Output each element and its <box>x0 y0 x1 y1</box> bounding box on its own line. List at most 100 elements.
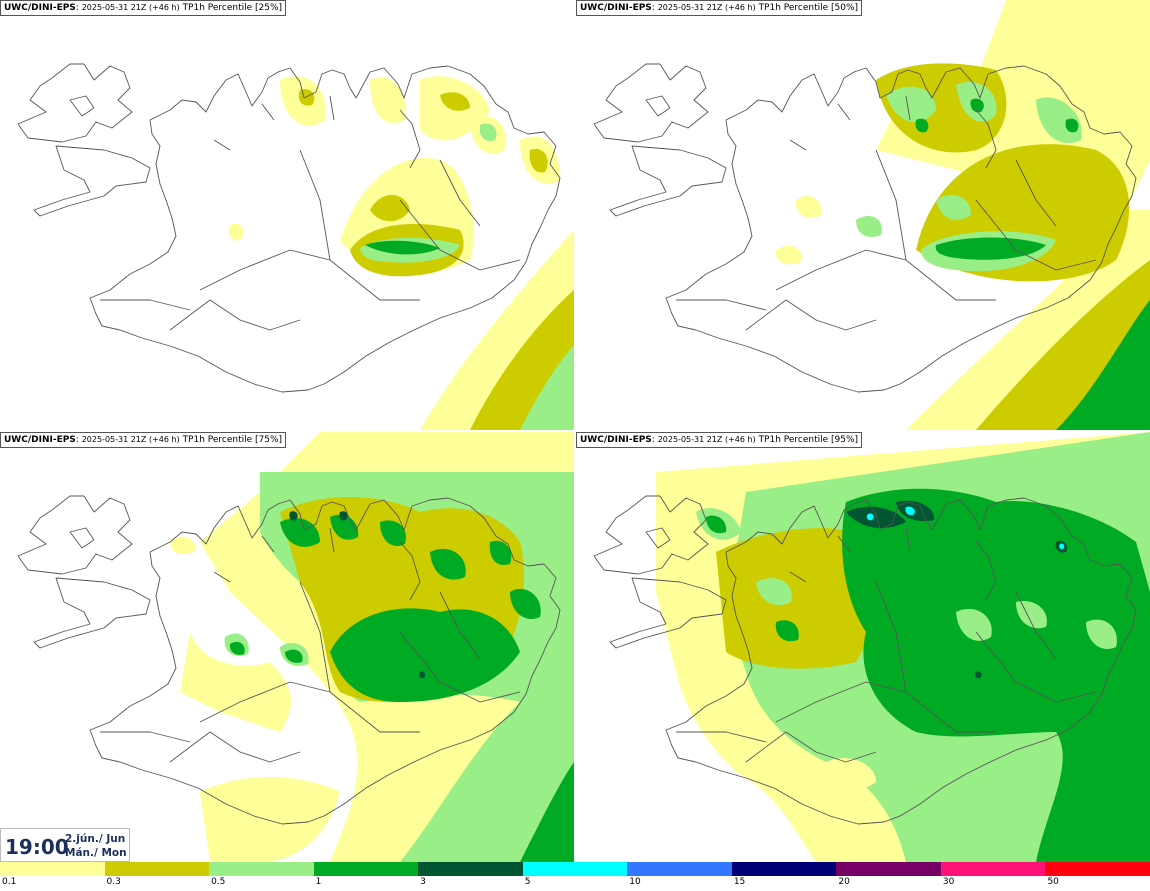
map-panel-p75: UWC/DINI-EPS: 2025-05-31 21Z (+46 h) TP1… <box>0 432 574 862</box>
valid-time: 19:00 <box>5 835 69 859</box>
colorbar-tick-label: 0.1 <box>2 877 17 887</box>
valid-date-line2: Mán./ Mon <box>65 847 127 859</box>
colorbar-tick-label: 30 <box>942 877 955 887</box>
map-panel-p95: UWC/DINI-EPS: 2025-05-31 21Z (+46 h) TP1… <box>576 432 1150 862</box>
colorbar-tick-label: 0.5 <box>211 877 226 887</box>
precip-contour-lt-green <box>520 345 574 430</box>
precip-contour-dk-green <box>419 671 426 679</box>
precip-contour-green <box>330 514 359 540</box>
precip-contour-green <box>1056 300 1150 430</box>
precip-contour-green <box>935 237 1046 260</box>
valid-date-line1: 2.jún./ Jun <box>65 833 126 845</box>
precip-contour-lt-yellow <box>180 632 291 732</box>
precip-contour-lt-yellow <box>826 758 876 790</box>
precip-contour-lt-yellow <box>228 223 244 241</box>
precip-contour-olive <box>370 195 410 222</box>
field-name: TP1h Percentile [50%] <box>758 3 859 13</box>
coastline-path <box>645 95 1097 331</box>
precip-contour-olive <box>529 149 548 173</box>
colorbar-segment <box>104 862 210 876</box>
colorbar-segment <box>522 862 628 876</box>
coastline-path <box>593 63 1137 393</box>
precip-contour-cyan <box>905 506 915 516</box>
coastline-path <box>593 495 1137 825</box>
precip-contour-dk-green <box>289 511 298 521</box>
precip-contour-green <box>510 588 541 620</box>
coastline <box>593 495 1137 825</box>
precip-contour-lt-yellow <box>806 788 842 813</box>
coastline <box>17 63 561 393</box>
precip-contour-green <box>775 620 799 642</box>
valid-date: 2.jún./ Jun Mán./ Mon <box>65 832 127 860</box>
colorbar-ticks: 0.1 0.3 0.5 1 3 5 10 15 20 30 50 <box>0 876 1150 891</box>
colorbar-segment <box>418 862 523 876</box>
precip-contour-lt-green <box>886 86 936 122</box>
precip-contour-green <box>520 762 574 862</box>
precip-layers <box>775 0 1150 430</box>
precip-contour-lt-green <box>956 608 992 641</box>
precip-layers <box>656 432 1150 862</box>
precip-contour-dk-green <box>975 671 982 679</box>
precip-contour-lt-green <box>756 578 792 606</box>
coastline <box>593 63 1137 393</box>
coastline-path <box>17 63 561 393</box>
precip-contour-dk-green <box>846 506 906 528</box>
colorbar <box>0 862 1150 876</box>
colorbar-segment <box>313 862 419 876</box>
precip-contour-dk-green <box>339 511 348 521</box>
coastline-path <box>69 527 521 763</box>
precip-map-p50 <box>593 0 1150 430</box>
precip-contour-lt-yellow <box>200 777 340 862</box>
precip-contour-green <box>1046 752 1150 862</box>
run-info: 2025-05-31 21Z (+46 h) <box>81 435 180 444</box>
precip-contour-lt-yellow <box>795 195 822 218</box>
colorbar-tick-label: 50 <box>1047 877 1059 887</box>
valid-time-box: 19:00 2.jún./ Jun Mán./ Mon <box>0 828 130 862</box>
run-info: 2025-05-31 21Z (+46 h) <box>657 3 756 12</box>
precip-contour-green <box>915 118 929 133</box>
precip-layers <box>228 76 574 430</box>
model-name: UWC/DINI-EPS <box>4 435 76 445</box>
run-info: 2025-05-31 21Z (+46 h) <box>81 3 180 12</box>
colorbar-segment <box>940 862 1046 876</box>
precip-contour-green <box>1065 118 1079 133</box>
colorbar-segment <box>209 862 314 876</box>
precip-contour-green <box>365 240 440 255</box>
run-info: 2025-05-31 21Z (+46 h) <box>657 435 756 444</box>
precip-contour-lt-yellow <box>370 77 406 124</box>
coastline <box>17 495 561 825</box>
colorbar-tick-label: 1 <box>315 877 322 887</box>
precip-map-p95 <box>593 432 1150 862</box>
precip-contour-green <box>285 649 303 663</box>
colorbar-tick-label: 20 <box>838 877 850 887</box>
panel-title: UWC/DINI-EPS: 2025-05-31 21Z (+46 h) TP1… <box>0 432 287 448</box>
precip-contour-olive <box>716 528 871 669</box>
precip-contour-green <box>229 641 245 655</box>
precip-contour-lt-green <box>936 195 971 220</box>
field-name: TP1h Percentile [25%] <box>182 3 283 13</box>
panel-title: UWC/DINI-EPS: 2025-05-31 21Z (+46 h) TP1… <box>576 0 863 16</box>
panel-divider-vertical <box>574 0 576 862</box>
precip-contour-green <box>706 515 727 534</box>
precip-contour-olive <box>440 92 470 111</box>
map-panel-p50: UWC/DINI-EPS: 2025-05-31 21Z (+46 h) TP1… <box>576 0 1150 430</box>
colorbar-segment <box>627 862 732 876</box>
precip-contour-cyan <box>866 513 874 521</box>
precip-contour-green <box>489 540 512 566</box>
colorbar-tick-label: 15 <box>733 877 746 887</box>
colorbar-tick-label: 10 <box>629 877 641 887</box>
precip-contour-cyan <box>1059 543 1065 550</box>
model-name: UWC/DINI-EPS <box>580 435 652 445</box>
precip-map-p75 <box>17 432 574 862</box>
panel-title: UWC/DINI-EPS: 2025-05-31 21Z (+46 h) TP1… <box>576 432 863 448</box>
precip-contour-lt-green <box>856 215 882 237</box>
colorbar-tick-label: 5 <box>524 877 531 887</box>
precip-contour-green <box>842 488 1150 862</box>
precip-contour-lt-green <box>479 123 497 142</box>
precip-contour-lt-yellow <box>775 245 802 265</box>
coastline-path <box>69 95 521 331</box>
colorbar-segment <box>836 862 941 876</box>
map-panel-p25: UWC/DINI-EPS: 2025-05-31 21Z (+46 h) TP1… <box>0 0 574 430</box>
colorbar-tick-label: 0.3 <box>106 877 121 887</box>
precip-contour-green <box>380 520 406 546</box>
